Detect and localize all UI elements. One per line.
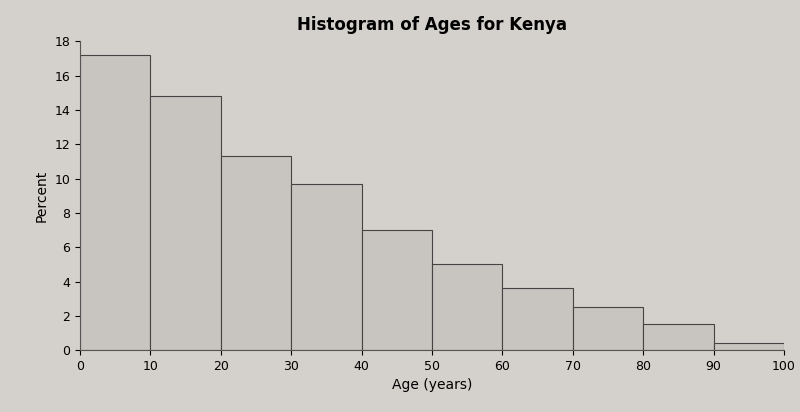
Bar	[432, 265, 502, 350]
Bar	[221, 156, 291, 350]
Title: Histogram of Ages for Kenya: Histogram of Ages for Kenya	[297, 16, 567, 34]
Bar	[643, 325, 714, 350]
Bar	[362, 230, 432, 350]
Bar	[714, 343, 784, 350]
Bar	[502, 288, 573, 350]
Bar	[80, 55, 150, 350]
Bar	[291, 184, 362, 350]
Y-axis label: Percent: Percent	[35, 170, 49, 222]
X-axis label: Age (years): Age (years)	[392, 379, 472, 393]
Bar	[150, 96, 221, 350]
Bar	[573, 307, 643, 350]
